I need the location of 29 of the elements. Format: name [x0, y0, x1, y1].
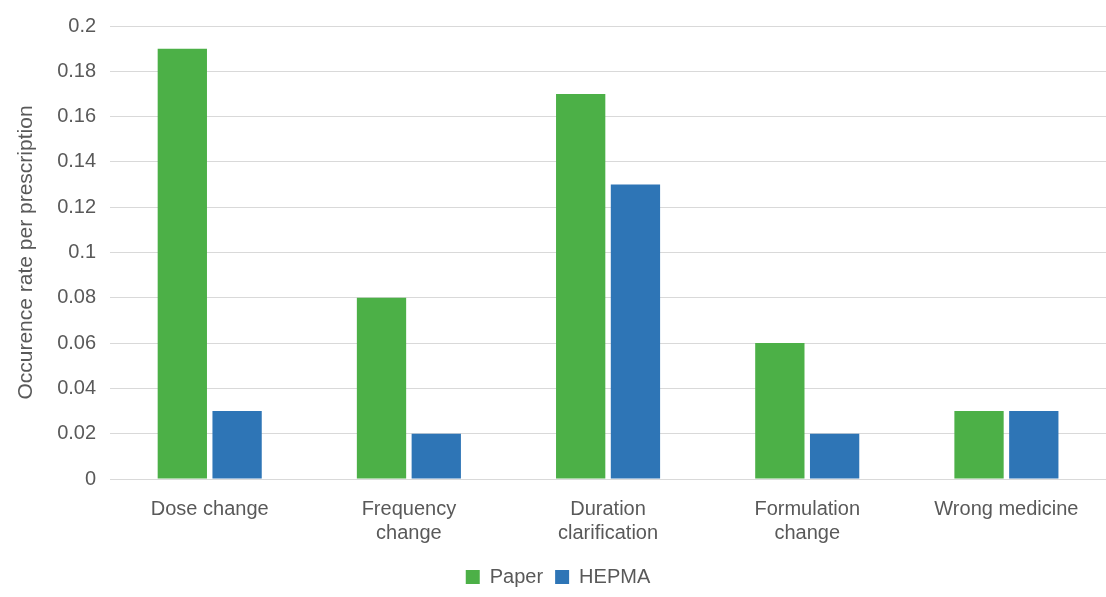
x-tick-label: Frequency change — [361, 496, 457, 543]
bar — [809, 433, 860, 479]
bar — [356, 297, 407, 479]
legend-label: HEPMA — [579, 564, 651, 587]
bar — [954, 411, 1004, 479]
y-tick-label: 0.04 — [57, 375, 97, 398]
bar — [556, 93, 606, 479]
y-tick-label: 0.06 — [57, 330, 97, 353]
y-tick-label: 0.1 — [68, 240, 97, 263]
x-tick-label: Dose change — [150, 496, 269, 519]
y-tick-label: 0.18 — [57, 58, 97, 81]
y-tick-label: 0 — [85, 466, 97, 489]
y-tick-label: 0.2 — [68, 13, 97, 36]
x-tick-label: Wrong medicine — [934, 496, 1079, 519]
bar — [755, 343, 805, 479]
bar — [1009, 411, 1059, 479]
y-tick-label: 0.02 — [57, 421, 97, 444]
x-tick-label: Formulation change — [754, 496, 861, 543]
x-tick-label: Duration clarification — [558, 496, 659, 543]
y-tick-label: 0.12 — [57, 194, 97, 217]
bar — [610, 184, 661, 479]
legend-label: Paper — [489, 564, 544, 587]
bar — [212, 411, 262, 479]
y-tick-label: 0.14 — [57, 149, 97, 172]
y-axis-title: Occurence rate per prescription — [13, 105, 37, 400]
bar — [157, 48, 207, 479]
y-tick-label: 0.08 — [57, 285, 97, 308]
bar — [411, 433, 461, 479]
y-tick-label: 0.16 — [57, 104, 97, 127]
